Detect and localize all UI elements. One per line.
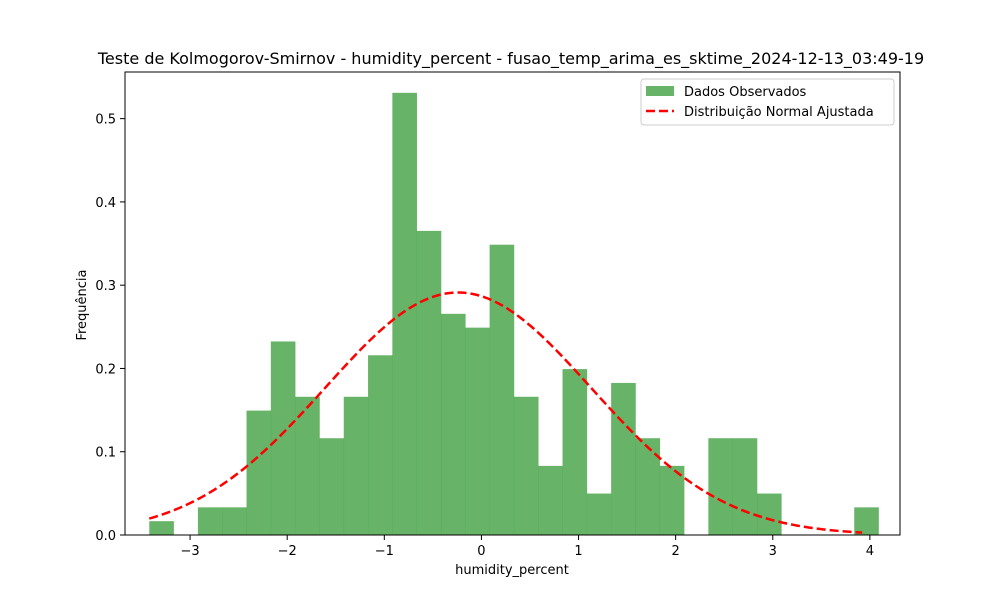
axes-frame <box>124 71 901 536</box>
histogram-bar <box>270 341 296 535</box>
histogram-bar <box>343 396 369 535</box>
histogram-bar <box>489 244 515 536</box>
histogram-bar <box>222 507 247 535</box>
histogram-bar <box>854 507 879 535</box>
y-axis-ticks: 0.0 0.1 0.2 0.3 0.4 0.5 <box>95 113 125 544</box>
x-tick-label: 0 <box>477 544 485 559</box>
histogram-bar <box>562 369 588 535</box>
histogram-bar <box>659 465 685 535</box>
histogram-bar <box>416 230 442 535</box>
legend-label-observed: Dados Observados <box>684 85 807 100</box>
y-tick-label: 0.0 <box>95 529 116 544</box>
plot-area <box>124 71 901 536</box>
chart-title: Teste de Kolmogorov-Smirnov - humidity_p… <box>97 49 924 69</box>
legend-label-normal: Distribuição Normal Ajustada <box>684 105 874 120</box>
x-tick-label: 2 <box>672 544 680 559</box>
histogram-bar <box>513 396 539 535</box>
histogram-bar <box>440 313 466 535</box>
histogram-bar <box>611 382 636 535</box>
histogram-bar <box>635 438 661 535</box>
x-tick-label: 4 <box>866 544 874 559</box>
histogram-bar <box>295 396 320 535</box>
x-axis-ticks: −3 −2 −1 0 1 2 3 4 <box>180 535 874 559</box>
x-tick-label: −2 <box>278 544 297 559</box>
histogram-bar <box>197 507 223 535</box>
x-tick-label: −3 <box>180 544 199 559</box>
x-tick-label: 1 <box>574 544 582 559</box>
histogram-bar <box>319 438 345 535</box>
legend-box <box>640 78 895 126</box>
legend: Dados Observados Distribuição Normal Aju… <box>640 78 895 126</box>
histogram-bars <box>149 92 879 536</box>
histogram-bar <box>465 327 490 535</box>
y-tick-label: 0.2 <box>95 362 116 377</box>
x-axis-label: humidity_percent <box>455 563 569 578</box>
histogram-bar <box>538 465 563 535</box>
y-tick-label: 0.1 <box>95 446 116 461</box>
y-axis-label: Frequência <box>75 269 90 340</box>
histogram-bar <box>586 493 612 535</box>
y-tick-label: 0.5 <box>95 113 116 128</box>
x-tick-label: 3 <box>769 544 777 559</box>
histogram-bar <box>756 493 782 535</box>
histogram-bar <box>149 521 174 535</box>
histogram-bar <box>732 438 758 535</box>
histogram-bar <box>392 92 417 535</box>
legend-swatch-observed <box>646 86 674 96</box>
y-tick-label: 0.3 <box>95 279 116 294</box>
y-tick-label: 0.4 <box>95 196 116 211</box>
normal-fit-line <box>148 291 863 534</box>
histogram-bar <box>246 410 272 535</box>
histogram-bar <box>368 355 393 535</box>
histogram-bar <box>708 438 733 535</box>
x-tick-label: −1 <box>375 544 394 559</box>
